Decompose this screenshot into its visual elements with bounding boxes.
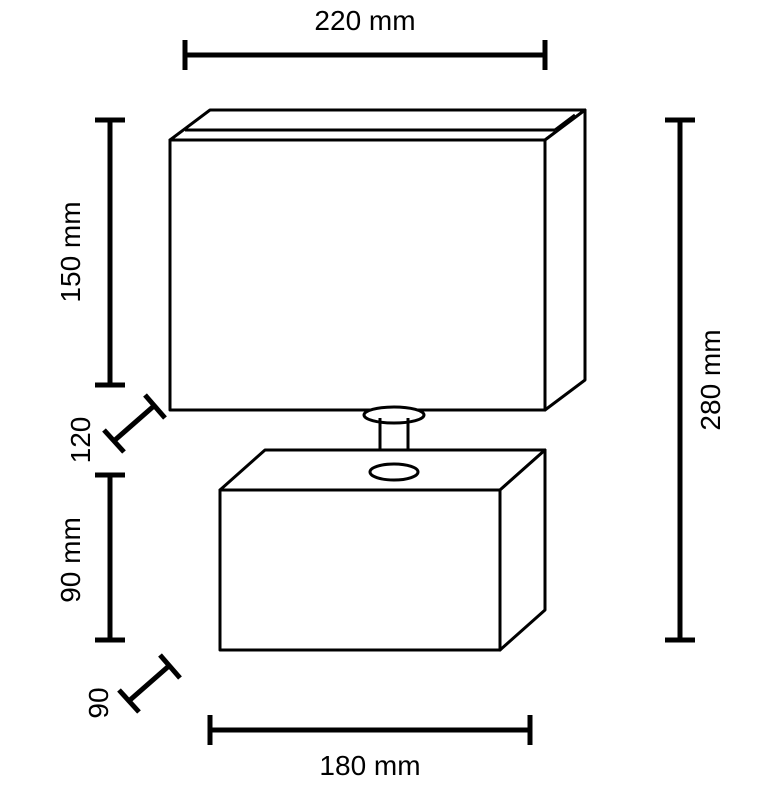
bottom-dimension: 180 mm: [210, 715, 530, 781]
left-shade-depth-dim: 120: [65, 395, 165, 463]
bottom-width-label: 180 mm: [319, 750, 420, 781]
top-width-label: 220 mm: [314, 5, 415, 36]
lamp-dimension-diagram: 220 mm 1: [0, 0, 776, 808]
base-height-label: 90 mm: [55, 517, 86, 603]
base-depth-label: 90: [83, 687, 114, 718]
top-dimension: 220 mm: [185, 5, 545, 70]
lamp-shade: [170, 110, 585, 410]
shade-height-label: 150 mm: [55, 201, 86, 302]
shade-depth-label: 120: [65, 417, 96, 464]
total-height-label: 280 mm: [695, 329, 726, 430]
left-shade-height-dim: 150 mm: [55, 120, 125, 385]
left-base-height-dim: 90 mm: [55, 475, 125, 640]
left-base-depth-dim: 90: [83, 655, 180, 719]
right-total-height-dim: 280 mm: [665, 120, 726, 640]
